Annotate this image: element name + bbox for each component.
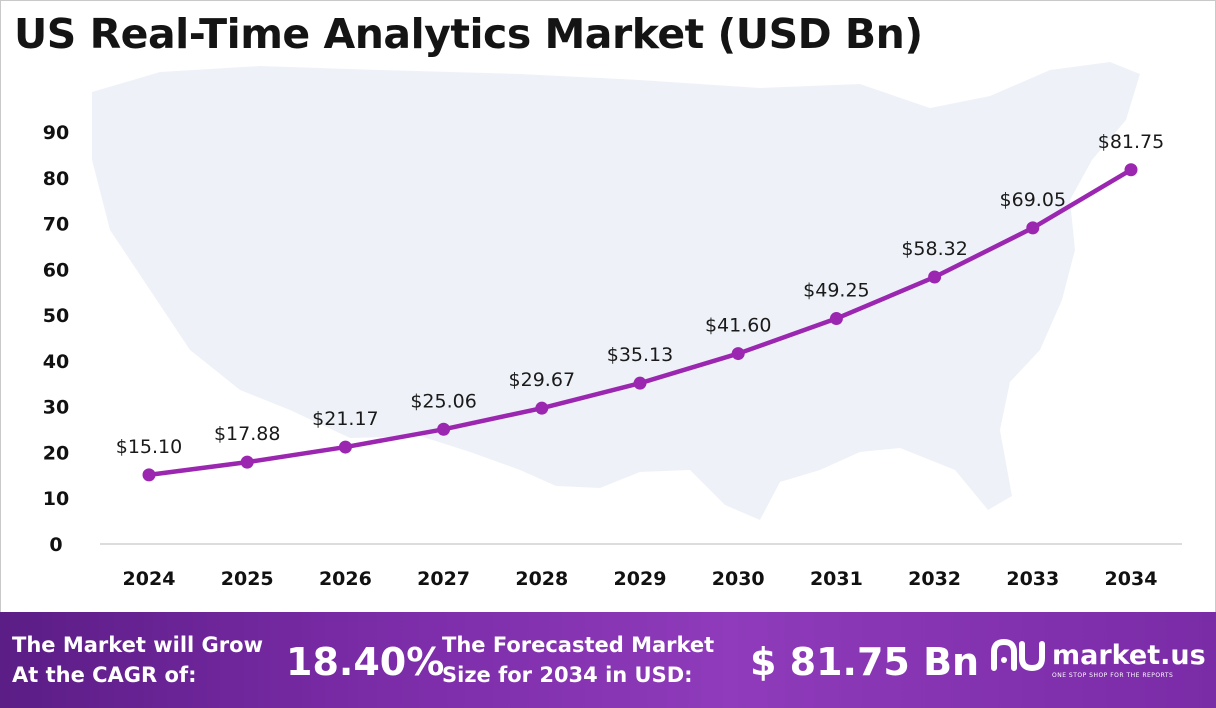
y-tick-label: 40 [43,351,69,373]
x-tick-label: 2027 [417,568,470,590]
data-label: $21.17 [312,408,378,430]
cagr-caption: The Market will Grow At the CAGR of: [12,630,263,690]
logo-tagline: ONE STOP SHOP FOR THE REPORTS [1052,672,1174,679]
y-tick-label: 80 [43,168,69,190]
x-tick-label: 2029 [614,568,667,590]
forecast-caption-line2: Size for 2034 in USD: [442,663,693,687]
data-point [240,455,254,469]
data-point [829,312,843,326]
y-tick-label: 0 [49,534,62,556]
data-label: $81.75 [1098,131,1164,153]
data-point [731,347,745,361]
cagr-caption-line1: The Market will Grow [12,633,263,657]
data-label: $49.25 [803,280,869,302]
data-label: $29.67 [509,369,575,391]
data-point [338,440,352,454]
x-tick-label: 2033 [1006,568,1059,590]
x-tick-label: 2026 [319,568,372,590]
cagr-value: 18.40% [286,640,445,684]
data-point [437,422,451,436]
data-label: $17.88 [214,423,280,445]
data-point [142,468,156,482]
y-tick-label: 50 [43,305,69,327]
x-tick-label: 2031 [810,568,863,590]
data-point [1124,163,1138,177]
x-tick-label: 2032 [908,568,961,590]
data-point [928,270,942,284]
x-tick-label: 2025 [221,568,274,590]
chart-title: US Real-Time Analytics Market (USD Bn) [14,10,923,58]
us-map-background [92,62,1140,520]
footer-banner: The Market will Grow At the CAGR of: 18.… [0,612,1216,708]
data-point [535,401,549,415]
x-tick-label: 2034 [1105,568,1158,590]
data-point [633,376,647,390]
market-us-logo: market.us [990,638,1206,672]
y-tick-label: 60 [43,259,69,281]
y-tick-label: 90 [43,122,69,144]
y-tick-label: 20 [43,442,69,464]
forecast-caption: The Forecasted Market Size for 2034 in U… [442,630,714,690]
data-label: $35.13 [607,344,673,366]
y-tick-label: 30 [43,397,69,419]
data-label: $15.10 [116,436,182,458]
market-us-logo-icon [991,638,1045,672]
x-tick-label: 2028 [515,568,568,590]
data-label: $41.60 [705,315,771,337]
forecast-caption-line1: The Forecasted Market [442,633,715,657]
cagr-caption-line2: At the CAGR of: [12,663,197,687]
y-tick-label: 70 [43,214,69,236]
y-tick-label: 10 [43,488,69,510]
data-point [1026,221,1040,235]
x-tick-label: 2030 [712,568,765,590]
data-label: $69.05 [1000,189,1066,211]
data-label: $58.32 [901,238,967,260]
logo-text: market.us [1052,639,1206,671]
data-label: $25.06 [410,390,476,412]
x-tick-label: 2024 [123,568,176,590]
forecast-value: $ 81.75 Bn [750,640,980,684]
